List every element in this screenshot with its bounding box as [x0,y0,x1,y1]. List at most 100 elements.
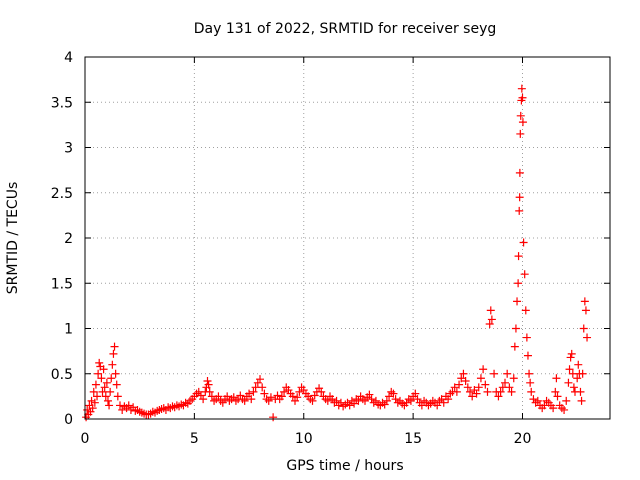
data-point [455,380,464,389]
plot-frame [84,56,611,420]
data-point [214,392,223,401]
data-point [503,369,512,378]
data-point [310,391,319,400]
data-point [97,374,106,383]
data-point [496,387,505,396]
data-point [253,378,262,387]
data-point [260,389,269,398]
data-point [315,384,324,393]
x-tick-label: 10 [295,431,313,447]
data-point [106,387,115,396]
x-tick-label: 20 [514,431,532,447]
data-point [88,404,97,413]
data-point [521,306,530,315]
data-point [256,375,264,384]
data-point [565,365,574,374]
data-point [516,111,525,120]
data-point [515,168,524,177]
y-tick-label: 3 [64,141,73,157]
x-tick-label: 15 [404,431,422,447]
data-point [95,358,104,367]
data-point [98,387,107,396]
data-point [576,387,585,396]
data-point [490,369,499,378]
data-point [262,395,271,404]
data-point [481,380,490,389]
data-point [111,369,120,378]
data-point [551,387,560,396]
data-point [103,396,112,405]
data-point [501,378,509,387]
data-point [231,396,240,405]
data-point [293,393,302,402]
data-point [291,396,299,405]
data-point [367,395,376,404]
data-point [569,383,578,392]
data-point [523,351,532,360]
data-point [89,387,98,396]
data-point [345,401,354,410]
data-point [542,396,551,405]
data-point [435,396,444,405]
x-tick-labels: 0 5 10 15 20 [81,431,532,447]
data-point [108,360,117,369]
data-point [487,315,496,324]
data-point [519,238,528,247]
data-point [229,393,238,402]
data-point [466,387,474,396]
data-point [476,374,485,383]
data-point [99,365,108,374]
y-axis-label: SRMTID / TECUs [5,182,21,295]
data-point [91,380,100,389]
data-point [520,270,529,279]
data-point [485,319,494,328]
data-point [566,353,575,362]
data-point [514,279,523,288]
data-point [240,396,249,405]
data-point [264,396,273,405]
y-tick-label: 0 [64,412,73,428]
data-point [494,392,503,401]
data-point [382,396,391,405]
data-point [266,393,275,402]
data-point [110,342,119,351]
data-point [472,389,481,398]
data-point [118,405,127,414]
data-point [105,401,114,410]
data-point [439,398,448,407]
data-point [518,118,527,127]
data-point [295,387,304,396]
data-point [387,387,396,396]
data-point [406,396,415,405]
data-point [511,324,520,333]
data-point [236,391,245,400]
data-point [277,392,286,401]
data-point [579,324,588,333]
data-point [385,392,394,401]
data-point [468,392,477,401]
data-point [483,387,492,396]
data-point [120,402,129,411]
x-tick-label: 0 [81,431,90,447]
y-tick-labels: 0 0.5 1 1.5 2 2.5 3 3.5 4 [51,50,73,428]
data-point [452,387,461,396]
data-point [457,374,466,383]
data-point [507,387,516,396]
data-point [389,389,398,398]
data-point [552,374,561,383]
data-point [513,297,522,306]
data-point [479,365,488,374]
data-point [87,396,96,405]
data-point [526,378,535,387]
data-point [199,395,208,404]
x-tick-label: 5 [190,431,199,447]
data-point [124,401,133,410]
data-point [553,392,562,401]
data-point [549,404,558,413]
data-point [583,333,592,342]
data-point [564,378,573,387]
data-point [308,396,317,405]
data-point [116,401,124,410]
data-point [573,374,582,383]
